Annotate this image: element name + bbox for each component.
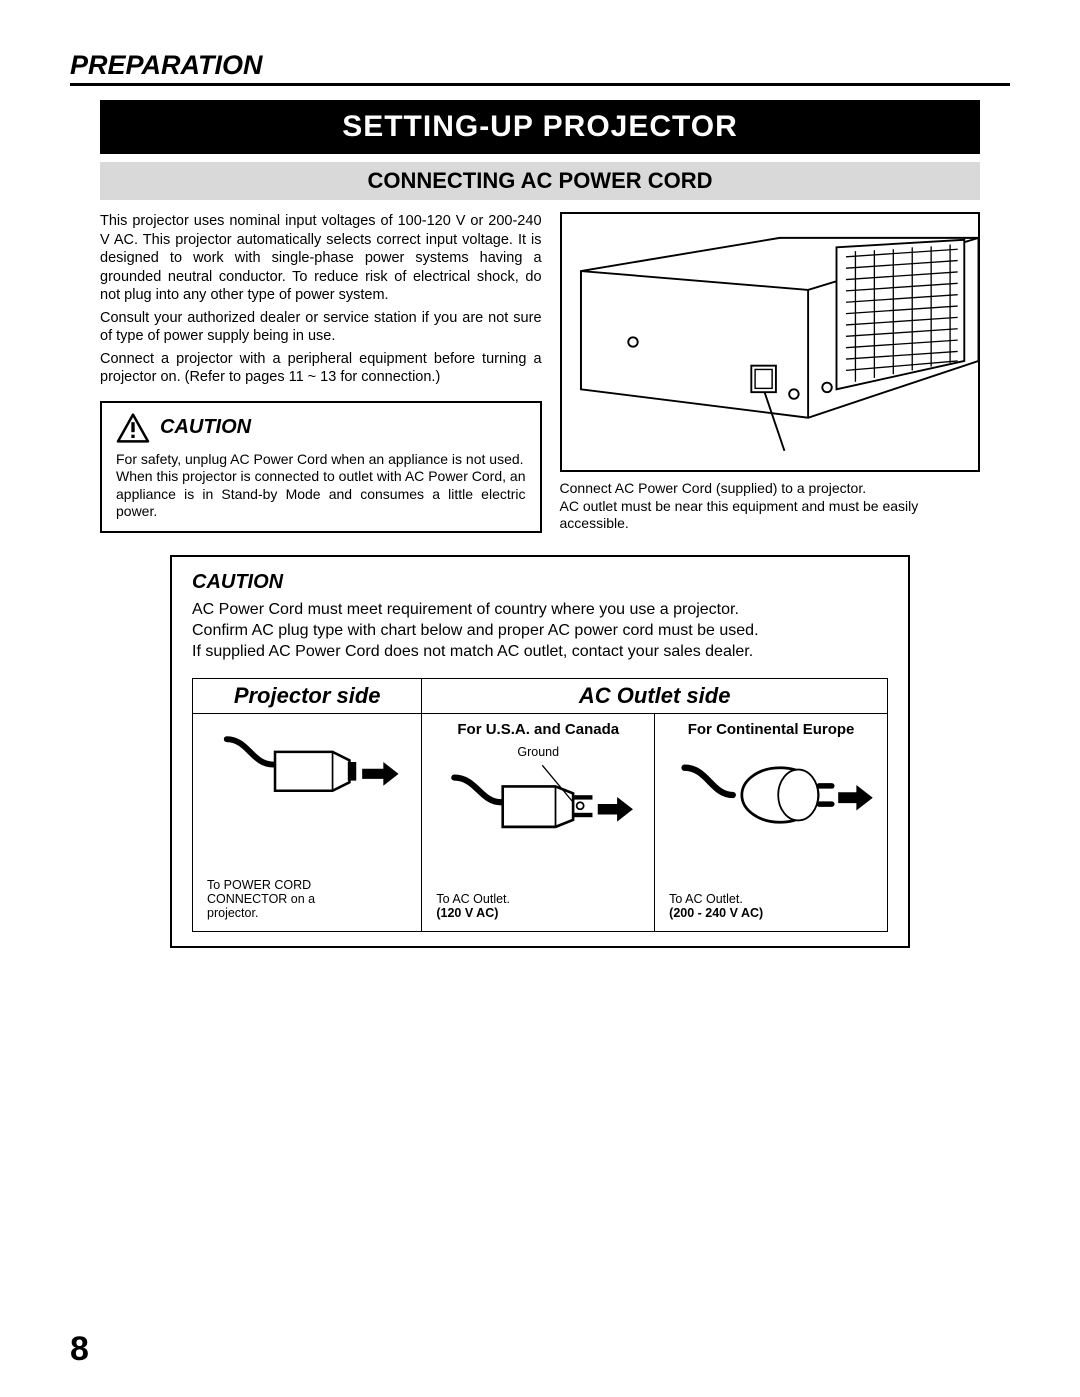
caution-text-2: When this projector is connected to outl…: [116, 468, 526, 521]
caution-text-1: For safety, unplug AC Power Cord when an…: [116, 451, 526, 469]
cell-projector-plug: To POWER CORD CONNECTOR on a projector.: [193, 714, 422, 932]
cord-p1: AC Power Cord must meet requirement of c…: [192, 600, 888, 621]
power-cord-table: Projector side AC Outlet side To: [192, 678, 888, 932]
intro-p1: This projector uses nominal input voltag…: [100, 212, 542, 305]
section-header: PREPARATION: [70, 50, 1010, 86]
ground-label: Ground: [432, 745, 644, 759]
usa-note2: (120 V AC): [436, 906, 498, 920]
warning-icon: [116, 413, 150, 443]
intro-p2: Consult your authorized dealer or servic…: [100, 309, 542, 346]
intro-column: This projector uses nominal input voltag…: [100, 212, 542, 533]
projector-illustration: [560, 212, 980, 472]
usa-header: For U.S.A. and Canada: [423, 715, 653, 740]
cell-eu-plug: To AC Outlet. (200 - 240 V AC): [655, 741, 888, 931]
cord-caution-heading: CAUTION: [192, 571, 888, 594]
page-number: 8: [70, 1330, 89, 1369]
cord-p2: Confirm AC plug type with chart below an…: [192, 621, 888, 642]
eu-header: For Continental Europe: [656, 715, 886, 740]
figure-caption-1: Connect AC Power Cord (supplied) to a pr…: [560, 480, 980, 498]
subtitle-bar: CONNECTING AC POWER CORD: [100, 162, 980, 200]
eu-note2: (200 - 240 V AC): [669, 906, 763, 920]
intro-p3: Connect a projector with a peripheral eq…: [100, 350, 542, 387]
eu-note1: To AC Outlet.: [669, 892, 743, 906]
th-outlet-side: AC Outlet side: [422, 679, 888, 714]
figure-caption-2: AC outlet must be near this equipment an…: [560, 498, 980, 533]
usa-note1: To AC Outlet.: [436, 892, 510, 906]
proj-plug-note: To POWER CORD CONNECTOR on a projector.: [207, 878, 357, 921]
caution-label: CAUTION: [160, 416, 251, 439]
th-projector-side: Projector side: [193, 679, 422, 714]
title-bar: SETTING-UP PROJECTOR: [100, 100, 980, 154]
cell-usa-plug: Ground: [422, 741, 655, 931]
caution-box: CAUTION For safety, unplug AC Power Cord…: [100, 401, 542, 533]
cord-p3: If supplied AC Power Cord does not match…: [192, 642, 888, 663]
power-cord-caution-box: CAUTION AC Power Cord must meet requirem…: [170, 555, 910, 948]
